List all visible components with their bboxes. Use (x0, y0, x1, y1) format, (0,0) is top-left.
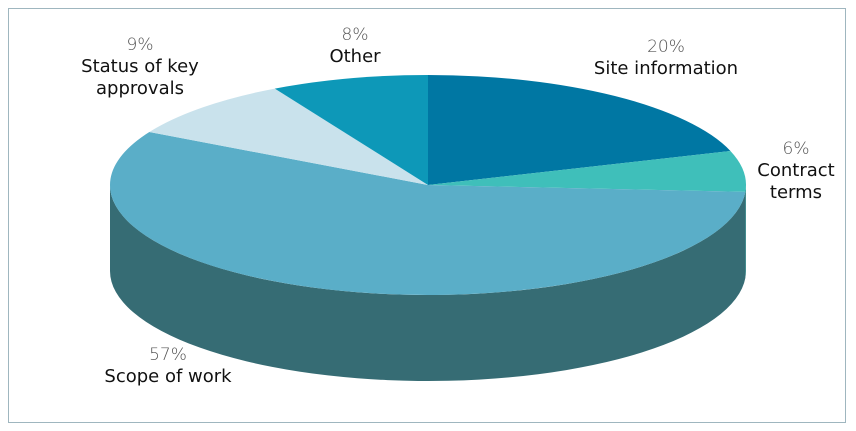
pie-side (745, 185, 746, 278)
slice-name: Contract terms (757, 160, 835, 203)
slice-percent: 20% (647, 37, 685, 57)
pie-slice (149, 88, 428, 185)
slice-name: Scope of work (104, 366, 232, 387)
pie-slice (274, 75, 428, 185)
slice-label: 20% Site information (566, 36, 766, 80)
slice-percent: 6% (782, 139, 810, 159)
slice-name: Other (329, 46, 381, 67)
slice-percent: 9% (126, 35, 154, 55)
slice-percent: 8% (341, 25, 369, 45)
chart-frame (8, 8, 846, 423)
slice-label: 6% Contract terms (751, 138, 841, 204)
slice-name: Status of key approvals (81, 56, 199, 99)
slice-label: 57% Scope of work (78, 344, 258, 388)
pie-side (110, 185, 746, 381)
slice-label: 9% Status of key approvals (70, 34, 210, 100)
slice-label: 8% Other (295, 24, 415, 68)
pie-slice (428, 75, 731, 185)
pie-slice (109, 132, 746, 295)
pie-slice (428, 151, 746, 192)
slice-percent: 57% (149, 345, 187, 365)
slice-name: Site information (593, 58, 739, 79)
